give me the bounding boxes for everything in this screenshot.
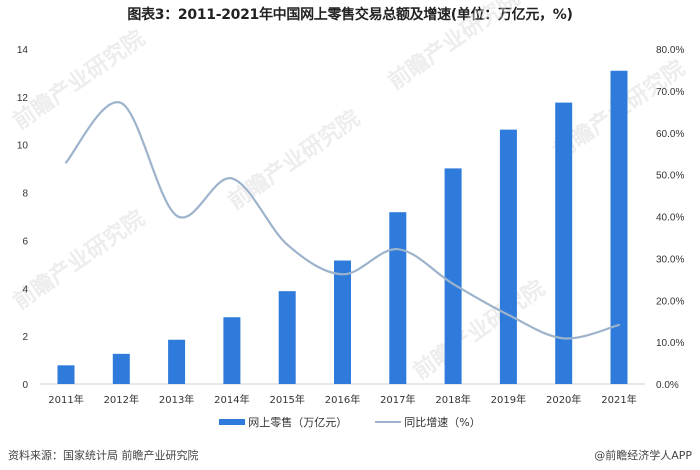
right-tick-label: 50.0%: [656, 171, 684, 182]
left-tick-label: 2: [22, 332, 28, 343]
x-tick-label: 2011年: [48, 393, 83, 406]
x-tick-label: 2014年: [214, 393, 249, 406]
watermark-text: 前瞻产业研究院: [409, 275, 550, 385]
x-tick-label: 2016年: [325, 393, 360, 406]
right-tick-label: 0.0%: [656, 380, 679, 391]
bar: [610, 70, 628, 385]
bar: [444, 168, 462, 384]
bar: [334, 260, 351, 384]
legend: 网上零售（万亿元） 同比增速（%）: [0, 414, 700, 430]
bar: [278, 291, 296, 384]
right-tick-label: 80.0%: [656, 45, 684, 56]
x-axis-labels: 2011年 2012年 2013年 2014年 2015年 2016年 2017年 2018年…: [48, 393, 636, 406]
x-tick-label: 2017年: [380, 393, 415, 406]
bar: [223, 317, 241, 384]
left-tick-label: 14: [17, 45, 29, 56]
bar: [57, 365, 75, 384]
right-tick-label: 30.0%: [656, 254, 684, 265]
legend-item-line: 同比增速（%）: [375, 414, 481, 430]
left-tick-label: 12: [17, 93, 29, 104]
bar: [499, 129, 517, 384]
growth-line-series: [64, 101, 621, 340]
right-y-axis: 0.0% 10.0% 20.0% 30.0% 40.0% 50.0% 60.0% 70.0% 8…: [656, 45, 684, 391]
right-tick-label: 60.0%: [656, 129, 684, 140]
right-tick-label: 10.0%: [656, 338, 684, 349]
left-tick-label: 0: [22, 380, 28, 391]
bar: [555, 102, 573, 384]
chart-title: 图表3：2011-2021年中国网上零售交易总额及增速(单位：万亿元，%): [127, 7, 573, 23]
right-tick-label: 40.0%: [656, 213, 684, 224]
x-tick-label: 2018年: [435, 393, 470, 406]
x-tick-label: 2015年: [269, 393, 304, 406]
watermark-text: 前瞻产业研究院: [9, 25, 150, 135]
watermark-text: 前瞻产业研究院: [384, 0, 525, 95]
x-tick-label: 2012年: [104, 393, 139, 406]
bar: [389, 212, 407, 384]
left-y-axis: 0 2 4 6 8 10 12 14: [17, 45, 29, 391]
watermark-text: 前瞻产业研究院: [224, 105, 365, 215]
right-tick-label: 70.0%: [656, 87, 684, 98]
source-note: 资料来源：国家统计局 前瞻产业研究院: [8, 449, 199, 462]
legend-bar-label: 网上零售（万亿元）: [248, 416, 348, 429]
bar-swatch-icon: [219, 419, 246, 425]
footer: 资料来源：国家统计局 前瞻产业研究院 @前瞻经济学人APP: [8, 447, 692, 463]
x-tick-label: 2019年: [491, 393, 526, 406]
right-tick-label: 20.0%: [656, 296, 684, 307]
left-tick-label: 8: [22, 189, 28, 200]
x-tick-label: 2020年: [546, 393, 581, 406]
left-tick-label: 10: [17, 141, 29, 152]
left-tick-label: 6: [22, 236, 28, 247]
bar: [112, 353, 130, 384]
legend-item-bar: 网上零售（万亿元）: [219, 414, 347, 430]
x-tick-label: 2013年: [159, 393, 194, 406]
left-tick-label: 4: [22, 284, 28, 295]
bar-series: [57, 70, 628, 385]
bar: [168, 339, 186, 384]
legend-line-label: 同比增速（%）: [404, 416, 481, 429]
x-tick-label: 2021年: [601, 393, 636, 406]
credit-note: @前瞻经济学人APP: [594, 449, 692, 462]
watermark-text: 前瞻产业研究院: [9, 205, 150, 315]
line-swatch-icon: [375, 421, 402, 423]
